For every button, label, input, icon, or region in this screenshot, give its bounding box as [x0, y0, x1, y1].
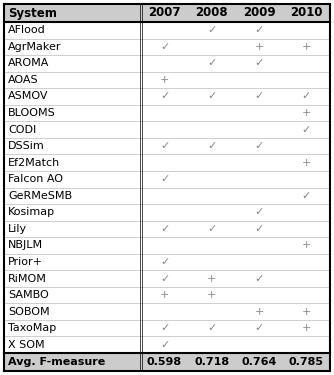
- Text: ✓: ✓: [302, 92, 311, 102]
- Text: ✓: ✓: [302, 191, 311, 201]
- Text: ✓: ✓: [160, 174, 169, 184]
- Text: ✓: ✓: [255, 323, 264, 333]
- Text: Lily: Lily: [8, 224, 27, 234]
- Text: +: +: [302, 307, 311, 316]
- Text: ✓: ✓: [255, 224, 264, 234]
- Text: ✓: ✓: [160, 340, 169, 350]
- Text: X SOM: X SOM: [8, 340, 45, 350]
- Text: RiMOM: RiMOM: [8, 273, 47, 284]
- Text: SOBOM: SOBOM: [8, 307, 50, 316]
- Text: +: +: [207, 273, 216, 284]
- Text: AFlood: AFlood: [8, 25, 46, 35]
- Text: 0.718: 0.718: [194, 357, 229, 367]
- Text: 0.764: 0.764: [241, 357, 277, 367]
- Text: ✓: ✓: [207, 92, 216, 102]
- Bar: [4, 4, 330, 22]
- Bar: [4, 353, 330, 371]
- Text: ✓: ✓: [207, 224, 216, 234]
- Text: SAMBO: SAMBO: [8, 290, 49, 300]
- Text: +: +: [302, 158, 311, 168]
- Text: 0.785: 0.785: [289, 357, 324, 367]
- Text: AROMA: AROMA: [8, 58, 49, 68]
- Text: AOAS: AOAS: [8, 75, 39, 85]
- Text: ✓: ✓: [160, 141, 169, 151]
- Text: 2010: 2010: [290, 6, 323, 20]
- Text: ✓: ✓: [207, 58, 216, 68]
- Text: 2007: 2007: [148, 6, 181, 20]
- Text: +: +: [160, 290, 169, 300]
- Text: CODI: CODI: [8, 124, 36, 135]
- Text: ✓: ✓: [160, 257, 169, 267]
- Text: +: +: [302, 42, 311, 52]
- Text: ✓: ✓: [255, 92, 264, 102]
- Text: Falcon AO: Falcon AO: [8, 174, 63, 184]
- Text: BLOOMS: BLOOMS: [8, 108, 56, 118]
- Text: +: +: [255, 42, 264, 52]
- Text: +: +: [302, 108, 311, 118]
- Text: TaxoMap: TaxoMap: [8, 323, 56, 333]
- Text: +: +: [302, 240, 311, 250]
- Text: +: +: [160, 75, 169, 85]
- Text: DSSim: DSSim: [8, 141, 45, 151]
- Text: 0.598: 0.598: [147, 357, 182, 367]
- Text: Ef2Match: Ef2Match: [8, 158, 60, 168]
- Text: ✓: ✓: [302, 124, 311, 135]
- Text: Prior+: Prior+: [8, 257, 43, 267]
- Text: AgrMaker: AgrMaker: [8, 42, 61, 52]
- Text: ASMOV: ASMOV: [8, 92, 48, 102]
- Text: +: +: [255, 307, 264, 316]
- Text: System: System: [8, 6, 57, 20]
- Text: Kosimap: Kosimap: [8, 207, 55, 218]
- Text: +: +: [207, 290, 216, 300]
- Text: ✓: ✓: [160, 224, 169, 234]
- Text: ✓: ✓: [207, 323, 216, 333]
- Text: NBJLM: NBJLM: [8, 240, 43, 250]
- Text: 2009: 2009: [243, 6, 276, 20]
- Text: ✓: ✓: [255, 25, 264, 35]
- Text: ✓: ✓: [160, 273, 169, 284]
- Text: ✓: ✓: [255, 273, 264, 284]
- Text: ✓: ✓: [160, 92, 169, 102]
- Text: ✓: ✓: [160, 42, 169, 52]
- Text: ✓: ✓: [207, 141, 216, 151]
- Text: GeRMeSMB: GeRMeSMB: [8, 191, 72, 201]
- Text: Avg. F-measure: Avg. F-measure: [8, 357, 105, 367]
- Text: 2008: 2008: [195, 6, 228, 20]
- Text: ✓: ✓: [255, 141, 264, 151]
- Text: ✓: ✓: [255, 58, 264, 68]
- Text: ✓: ✓: [255, 207, 264, 218]
- Text: +: +: [302, 323, 311, 333]
- Text: ✓: ✓: [160, 323, 169, 333]
- Text: ✓: ✓: [207, 25, 216, 35]
